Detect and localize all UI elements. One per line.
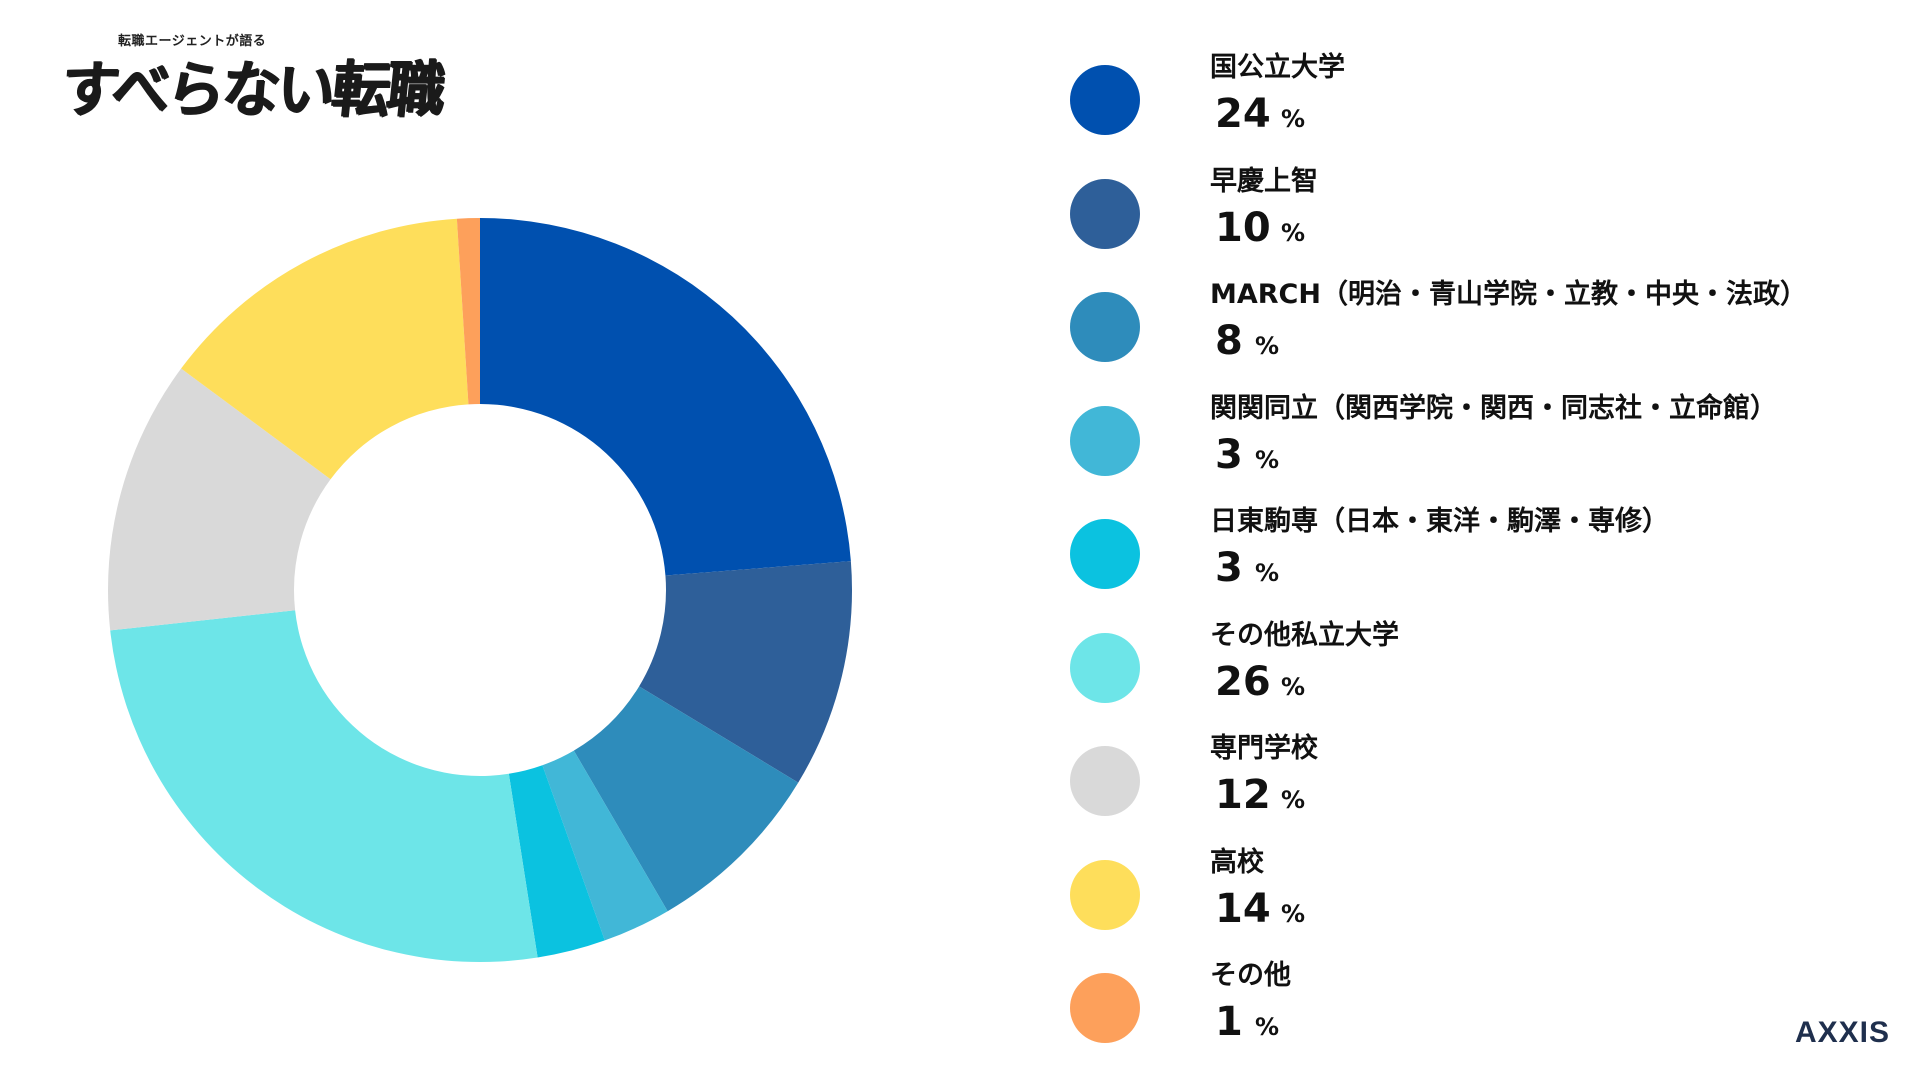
donut-slice-3 [573, 686, 799, 912]
legend-item: 国公立大学 24% [1070, 45, 1890, 145]
legend-value: 3 [1215, 431, 1243, 478]
legend-value: 10 [1215, 204, 1271, 251]
legend-value: 12 [1215, 772, 1271, 818]
legend-unit: % [1281, 786, 1306, 814]
legend-label: 専門学校 [1210, 733, 1318, 764]
legend-unit: % [1255, 1013, 1280, 1041]
legend-label: 国公立大学 [1210, 52, 1345, 83]
donut-slice-1 [480, 218, 851, 576]
legend-unit: % [1255, 559, 1280, 587]
legend-label: その他私立大学 [1210, 619, 1399, 651]
legend-unit: % [1281, 105, 1306, 133]
legend-unit: % [1255, 445, 1280, 474]
legend-swatch [1070, 65, 1140, 135]
brand-logo: AXXIS [1794, 1016, 1890, 1049]
legend-swatch [1070, 405, 1140, 476]
logo-title: すべらない転職 [57, 53, 447, 125]
legend-value: 3 [1215, 545, 1243, 591]
legend-item: 早慶上智 10% [1070, 159, 1890, 259]
legend-label: その他 [1210, 960, 1291, 991]
donut-slice-9 [456, 218, 480, 405]
legend-swatch [1070, 292, 1140, 362]
legend-swatch [1070, 519, 1140, 589]
legend-item: 専門学校 12% [1070, 726, 1890, 826]
donut-slice-6 [110, 610, 538, 962]
legend-item: MARCH（明治・青山学院・立教・中央・法政） 8% [1070, 272, 1890, 372]
logo-tagline: 転職エージェントが語る [118, 34, 267, 49]
donut-slice-2 [639, 561, 852, 783]
legend-value: 1 [1215, 999, 1243, 1045]
legend-swatch [1070, 178, 1140, 249]
legend-value: 26 [1215, 658, 1271, 705]
legend-label: 日東駒専（日本・東洋・駒澤・専修） [1210, 506, 1669, 537]
legend-unit: % [1281, 899, 1306, 928]
legend-label: 早慶上智 [1210, 165, 1318, 197]
donut-chart [100, 210, 860, 970]
donut-slice-4 [542, 750, 668, 941]
legend-value: 24 [1215, 91, 1271, 137]
legend-swatch [1070, 746, 1140, 816]
legend-unit: % [1255, 332, 1280, 360]
legend-item: 日東駒専（日本・東洋・駒澤・専修） 3% [1070, 499, 1890, 599]
legend-label: 高校 [1210, 846, 1264, 878]
logo: 転職エージェントが語る すべらない転職 [58, 14, 462, 125]
legend-unit: % [1281, 672, 1306, 701]
legend-label: 関関同立（関西学院・関西・同志社・立命館） [1210, 392, 1777, 424]
legend-swatch [1070, 859, 1140, 930]
donut-slice-8 [181, 218, 469, 480]
legend-item: その他 1% [1070, 953, 1890, 1053]
legend-value: 8 [1215, 318, 1243, 364]
legend-swatch [1070, 973, 1140, 1043]
chart-legend: 国公立大学 24% 早慶上智 10% MARCH（明治・青山学院・立教・中央・法政） 8%… [1070, 30, 1890, 1050]
legend-value: 14 [1215, 885, 1271, 932]
legend-item: 高校 14% [1070, 840, 1890, 940]
legend-unit: % [1281, 218, 1306, 247]
legend-label: MARCH（明治・青山学院・立教・中央・法政） [1210, 279, 1807, 310]
donut-chart-svg [108, 218, 852, 962]
donut-slice-5 [508, 765, 605, 958]
legend-item: その他私立大学 26% [1070, 613, 1890, 713]
donut-slice-7 [108, 368, 331, 631]
legend-item: 関関同立（関西学院・関西・同志社・立命館） 3% [1070, 386, 1890, 486]
legend-swatch [1070, 632, 1140, 703]
